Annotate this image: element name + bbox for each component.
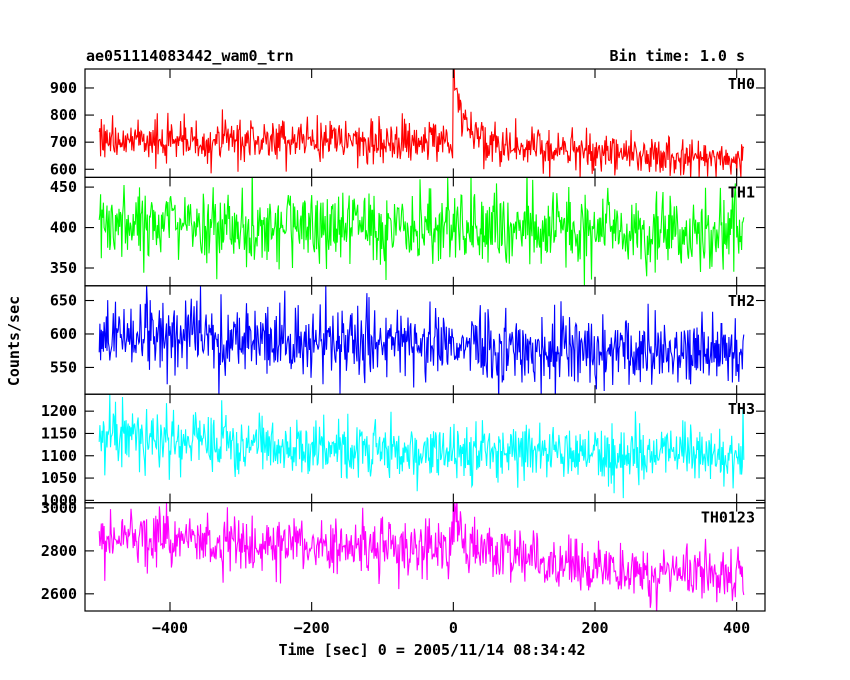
y-tick-label-th0: 600 xyxy=(50,160,77,178)
y-axis-label: Counts/sec xyxy=(5,296,23,386)
trace-layer xyxy=(98,69,745,612)
y-tick-label-th3: 1150 xyxy=(41,424,77,442)
trace-th1 xyxy=(98,177,745,286)
x-tick-label: −400 xyxy=(152,619,188,637)
panel-label-th3: TH3 xyxy=(728,400,755,418)
panel-label-th0: TH0 xyxy=(728,75,755,93)
chart-title: ae051114083442_wam0_trn xyxy=(86,47,294,65)
y-tick-label-th1: 400 xyxy=(50,219,77,237)
y-tick-label-th2: 600 xyxy=(50,325,77,343)
y-tick-label-th1: 350 xyxy=(50,259,77,277)
panel-label-th1: TH1 xyxy=(728,183,755,201)
y-tick-label-th0123: 2800 xyxy=(41,542,77,560)
x-axis-label: Time [sec] 0 = 2005/11/14 08:34:42 xyxy=(278,641,585,659)
panel-label-th0123: TH0123 xyxy=(701,509,755,527)
y-tick-label-th3: 1200 xyxy=(41,402,77,420)
y-tick-label-th2: 550 xyxy=(50,358,77,376)
y-tick-label-th0123: 3000 xyxy=(41,499,77,517)
y-tick-label-th2: 650 xyxy=(50,292,77,310)
trace-th2 xyxy=(98,285,745,395)
y-tick-label-th3: 1100 xyxy=(41,447,77,465)
trace-th0 xyxy=(98,69,745,178)
panel-label-th2: TH2 xyxy=(728,292,755,310)
x-tick-label: −200 xyxy=(294,619,330,637)
y-tick-label-th3: 1000 xyxy=(41,491,77,509)
trace-th3 xyxy=(98,394,745,499)
y-tick-label-th3: 1050 xyxy=(41,469,77,487)
y-tick-label-th0: 700 xyxy=(50,133,77,151)
frame-layer xyxy=(84,68,766,612)
x-tick-label: 400 xyxy=(723,619,750,637)
y-tick-label-th1: 450 xyxy=(50,178,77,196)
bin-time-label: Bin time: 1.0 s xyxy=(610,47,745,65)
tick-layer xyxy=(85,69,765,611)
y-tick-label-th0: 900 xyxy=(50,79,77,97)
trace-th0123 xyxy=(98,502,745,612)
label-layer: 600 700 800 900 TH0 350 400 450 TH1 550 600 650 TH2 1… xyxy=(41,75,755,637)
y-tick-label-th0123: 2600 xyxy=(41,585,77,603)
x-tick-label: 200 xyxy=(581,619,608,637)
y-tick-label-th0: 800 xyxy=(50,106,77,124)
x-tick-label: 0 xyxy=(449,619,458,637)
panel-frame-th0123 xyxy=(84,502,766,612)
